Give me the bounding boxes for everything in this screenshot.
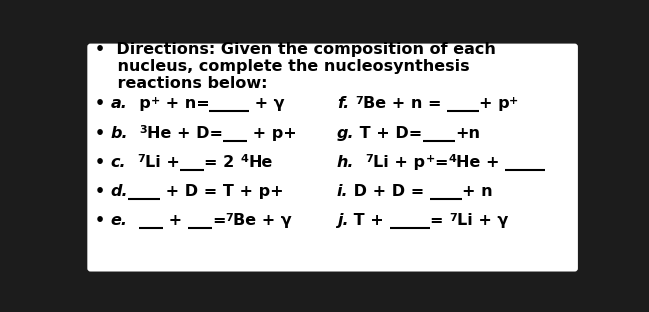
FancyBboxPatch shape bbox=[88, 44, 578, 271]
Text: +: + bbox=[425, 154, 435, 164]
Text: ___: ___ bbox=[188, 214, 212, 229]
Text: _____: _____ bbox=[210, 97, 249, 112]
Text: f.: f. bbox=[337, 96, 349, 111]
Text: ____: ____ bbox=[430, 185, 462, 200]
Text: _____: _____ bbox=[390, 214, 430, 229]
Text: i.: i. bbox=[337, 184, 349, 199]
Text: +: + bbox=[151, 96, 160, 106]
Text: g.: g. bbox=[337, 125, 354, 140]
Text: =: = bbox=[212, 213, 225, 228]
Text: •  Directions: Given the composition of each: • Directions: Given the composition of e… bbox=[95, 42, 496, 57]
Text: _____: _____ bbox=[505, 156, 545, 171]
Text: + n: + n bbox=[462, 184, 493, 199]
Text: Be + γ: Be + γ bbox=[233, 213, 292, 228]
Text: D + D =: D + D = bbox=[349, 184, 430, 199]
Text: •: • bbox=[95, 96, 105, 111]
Text: ___: ___ bbox=[139, 214, 163, 229]
Text: ____: ____ bbox=[422, 127, 455, 142]
Text: •: • bbox=[95, 125, 105, 140]
Text: Be + n =: Be + n = bbox=[363, 96, 447, 111]
Text: T + D=: T + D= bbox=[354, 125, 422, 140]
Text: =: = bbox=[435, 155, 448, 170]
Text: =: = bbox=[430, 213, 449, 228]
Text: Li + γ: Li + γ bbox=[457, 213, 508, 228]
Text: + n=: + n= bbox=[160, 96, 210, 111]
Text: + γ: + γ bbox=[249, 96, 285, 111]
Text: 7: 7 bbox=[449, 213, 457, 223]
Text: He + D=: He + D= bbox=[147, 125, 223, 140]
Text: ___: ___ bbox=[180, 156, 204, 171]
Text: = 2: = 2 bbox=[204, 155, 240, 170]
Text: 4: 4 bbox=[240, 154, 248, 164]
Text: •: • bbox=[95, 184, 105, 199]
Text: Li + p: Li + p bbox=[373, 155, 425, 170]
Text: c.: c. bbox=[111, 155, 127, 170]
Text: ___: ___ bbox=[223, 127, 247, 142]
Text: He: He bbox=[248, 155, 273, 170]
Text: •: • bbox=[95, 155, 105, 170]
Text: +n: +n bbox=[455, 125, 480, 140]
Text: 7: 7 bbox=[355, 96, 363, 106]
Text: + D = T + p+: + D = T + p+ bbox=[160, 184, 284, 199]
Text: T +: T + bbox=[349, 213, 390, 228]
Text: e.: e. bbox=[111, 213, 128, 228]
Text: ____: ____ bbox=[447, 97, 478, 112]
Text: +: + bbox=[163, 213, 188, 228]
Text: h.: h. bbox=[337, 155, 354, 170]
Text: + p+: + p+ bbox=[247, 125, 297, 140]
Text: 4: 4 bbox=[448, 154, 456, 164]
Text: +: + bbox=[509, 96, 519, 106]
Text: d.: d. bbox=[111, 184, 129, 199]
Text: Li +: Li + bbox=[145, 155, 180, 170]
Text: + p: + p bbox=[478, 96, 509, 111]
Text: 7: 7 bbox=[225, 213, 233, 223]
Text: ____: ____ bbox=[129, 185, 160, 200]
Text: nucleus, complete the nucleosynthesis: nucleus, complete the nucleosynthesis bbox=[95, 59, 470, 74]
Text: 7: 7 bbox=[138, 154, 145, 164]
Text: a.: a. bbox=[111, 96, 128, 111]
Text: 3: 3 bbox=[140, 125, 147, 135]
Text: He +: He + bbox=[456, 155, 505, 170]
Text: j.: j. bbox=[337, 213, 349, 228]
Text: reactions below:: reactions below: bbox=[95, 76, 267, 91]
Text: p: p bbox=[128, 96, 151, 111]
Text: b.: b. bbox=[111, 125, 129, 140]
Text: 7: 7 bbox=[365, 154, 373, 164]
Text: •: • bbox=[95, 213, 105, 228]
